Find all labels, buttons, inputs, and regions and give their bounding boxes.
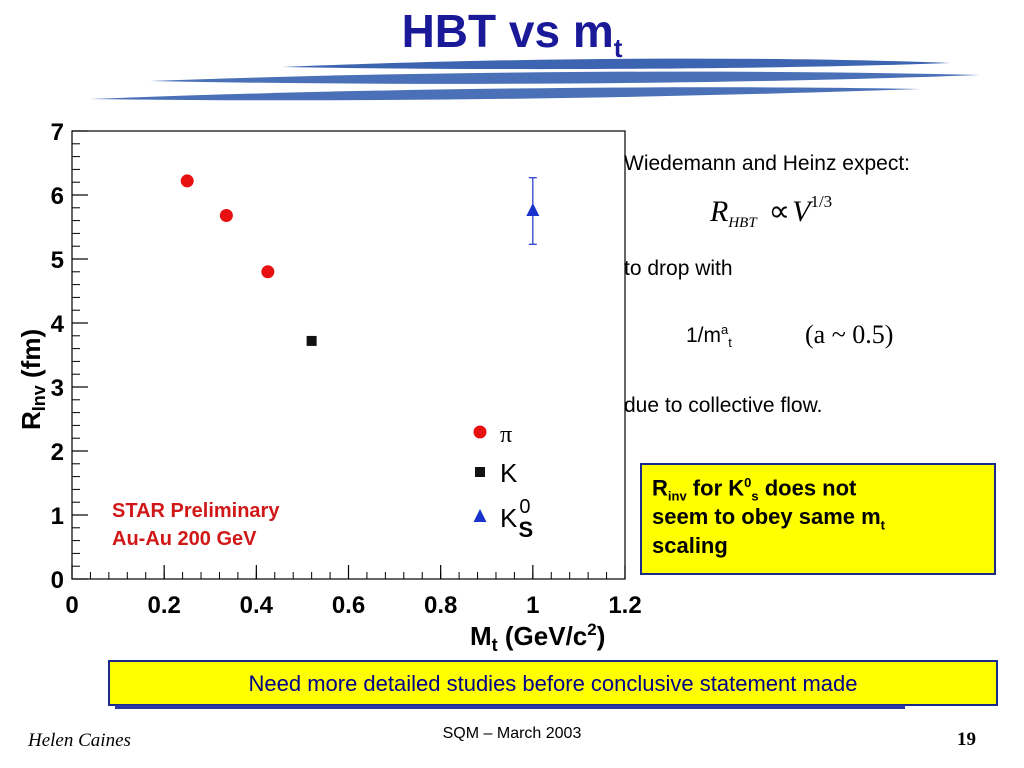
title-subscript: t — [613, 33, 623, 64]
proportional-symbol: ∝ — [768, 195, 791, 228]
x-tick-label: 0.2 — [147, 592, 180, 619]
au-au-energy-label: Au-Au 200 GeV — [112, 528, 257, 550]
mt-exponent: a — [721, 322, 729, 337]
legend-marker-square — [475, 467, 485, 477]
conclusion-text: Need more detailed studies before conclu… — [248, 671, 858, 696]
data-point-circle — [180, 174, 194, 188]
x-axis-label: Mt (GeV/c2) — [470, 620, 605, 655]
x-tick-label: 0.6 — [332, 592, 365, 619]
y-axis-label: RInv (fm) — [16, 329, 49, 430]
y-tick-label: 7 — [51, 119, 64, 146]
data-point-square — [306, 335, 317, 346]
k0s-note-box: Rinv for K0s does not seem to obey same … — [640, 463, 996, 575]
formula-exponent: 1/3 — [810, 192, 833, 211]
y-tick-label: 2 — [51, 439, 64, 466]
footer-conference: SQM – March 2003 — [442, 725, 582, 742]
x-tick-label: 1.2 — [608, 592, 641, 619]
x-tick-label: 0.8 — [424, 592, 457, 619]
slide-title: HBT vs mt — [0, 4, 1024, 64]
note-obey-text: seem to obey same m — [652, 504, 881, 530]
note-line-2: seem to obey same mt — [652, 504, 984, 533]
legend-marker-triangle — [473, 509, 487, 522]
note-line-1: Rinv for K0s does not — [652, 475, 984, 504]
legend-label: π — [500, 422, 512, 448]
y-tick-label: 4 — [51, 311, 65, 338]
y-tick-label: 5 — [51, 247, 64, 274]
title-underline-swoosh — [90, 58, 980, 101]
x-tick-label: 0.4 — [240, 592, 274, 619]
data-point-circle — [261, 265, 275, 279]
x-tick-label: 1 — [526, 592, 539, 619]
note-line-3: scaling — [652, 533, 728, 559]
note-s-subscript: s — [751, 488, 759, 504]
page-number: 19 — [957, 729, 976, 750]
title-main: HBT vs m — [401, 5, 614, 57]
note-inv-subscript: inv — [667, 488, 687, 504]
note-does-not: does not — [758, 475, 857, 501]
data-point-triangle — [526, 203, 540, 216]
note-r: R — [652, 475, 668, 501]
mt-scaling-formula: 1/mat — [686, 322, 732, 350]
a-approx-text: (a ~ 0.5) — [805, 320, 894, 349]
footer-author: Helen Caines — [28, 730, 131, 751]
rhbt-formula: RHBT ∝V1/3 — [710, 192, 832, 232]
x-tick-label: 0 — [65, 592, 78, 619]
y-tick-label: 6 — [51, 183, 64, 210]
note-for-k: for K — [686, 475, 745, 501]
wiedemann-text: Wiedemann and Heinz expect: — [624, 152, 910, 175]
rinv-vs-mt-chart: 0 0.2 0.4 0.6 0.8 1 1.2 0 1 2 3 4 5 6 7 RInv (fm) Mt (… — [16, 119, 642, 655]
plot-frame — [71, 130, 626, 580]
mt-base: 1/m — [686, 324, 722, 347]
conclusion-box: Need more detailed studies before conclu… — [108, 660, 998, 706]
star-preliminary-label: STAR Preliminary — [112, 500, 280, 522]
note-mt-subscript: t — [880, 517, 886, 533]
legend-marker-circle — [473, 425, 487, 439]
formula-r: R — [710, 195, 729, 228]
drop-text: to drop with — [624, 257, 733, 280]
formula-v: V — [792, 195, 811, 228]
data-point-circle — [219, 208, 233, 222]
mt-subscript: t — [728, 335, 732, 351]
y-tick-label: 0 — [51, 567, 64, 594]
formula-subscript: HBT — [728, 215, 757, 231]
y-tick-label: 3 — [51, 375, 64, 402]
collective-flow-text: due to collective flow. — [624, 394, 823, 417]
legend-label: K — [500, 458, 518, 488]
y-tick-label: 1 — [51, 503, 64, 530]
note-zero-superscript: 0 — [744, 475, 752, 490]
conclusion-box-underline — [115, 705, 905, 709]
